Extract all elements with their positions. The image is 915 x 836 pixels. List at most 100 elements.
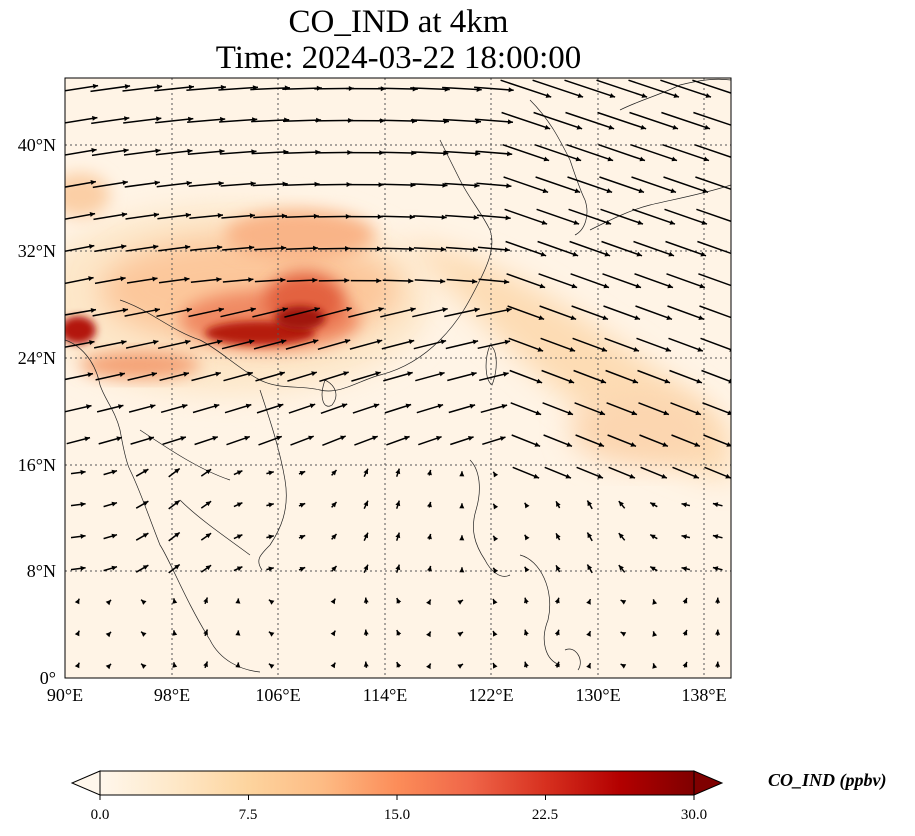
wind-arrow-head: [712, 502, 719, 508]
wind-arrow-shaft: [535, 176, 581, 194]
wind-arrow-head: [203, 597, 208, 604]
wind-arrow-head: [543, 156, 550, 162]
wind-arrow-head: [395, 500, 401, 507]
wind-arrow-head: [89, 212, 96, 217]
wind-arrow-head: [363, 532, 368, 539]
wind-arrow-head: [89, 244, 95, 249]
wind-arrow-head: [715, 597, 721, 603]
wind-arrow-shaft: [635, 305, 673, 321]
wind-arrow-head: [80, 469, 86, 475]
wind-arrow-shaft: [190, 278, 222, 284]
wind-arrow-head: [188, 116, 194, 122]
wind-arrow-shaft: [695, 176, 731, 191]
wind-arrow-head: [604, 251, 611, 257]
wind-arrow-head: [606, 188, 613, 194]
wind-arrow-head: [92, 83, 99, 89]
wind-arrow-head: [80, 533, 86, 539]
wind-arrow-shaft: [475, 150, 513, 155]
wind-arrow-shaft: [382, 279, 414, 282]
wind-arrow-shaft: [564, 79, 616, 98]
wind-arrow-shaft: [124, 308, 161, 317]
wind-arrow-shaft: [697, 240, 731, 255]
wind-arrow-head: [363, 597, 369, 603]
wind-arrow-head: [571, 283, 578, 289]
wind-arrow-head: [244, 435, 250, 441]
wind-arrow-head: [372, 435, 378, 441]
wind-arrow-head: [185, 244, 191, 250]
wind-arrow-shaft: [65, 276, 94, 285]
wind-arrow-head: [247, 371, 253, 377]
wind-arrow-shaft: [606, 402, 638, 416]
wind-arrow-shaft: [127, 372, 158, 381]
wind-arrow-shaft: [607, 434, 637, 447]
lon-tick-98: 98°E: [153, 685, 191, 705]
wind-arrow-shaft: [666, 273, 706, 289]
wind-arrow-shaft: [445, 246, 479, 251]
wind-arrow-head: [545, 93, 552, 98]
wind-arrow-head: [378, 307, 384, 312]
wind-arrow-shaft: [598, 143, 646, 162]
wind-arrow-shaft: [540, 337, 576, 352]
wind-arrow-shaft: [221, 214, 255, 219]
wind-arrow-shaft: [503, 176, 549, 194]
wind-arrow-head: [236, 566, 243, 572]
wind-arrow-shaft: [380, 183, 416, 186]
wind-arrow-head: [427, 533, 432, 540]
wind-arrow-head: [472, 339, 479, 345]
wind-arrow-head: [473, 215, 479, 220]
wind-arrow-shaft: [603, 305, 641, 321]
wind-arrow-head: [586, 599, 591, 605]
wind-arrow-head: [121, 340, 127, 345]
wind-arrow-shaft: [286, 247, 319, 251]
wind-arrow-head: [666, 315, 672, 320]
wind-arrow-shaft: [90, 85, 131, 93]
wind-arrow-head: [141, 631, 147, 637]
wind-arrow-head: [236, 502, 243, 508]
wind-arrow-head: [216, 277, 222, 282]
wind-arrow-head: [122, 180, 128, 186]
wind-arrow-head: [493, 663, 498, 669]
wind-arrow-shaft: [187, 150, 225, 156]
wind-arrow-head: [152, 276, 158, 282]
wind-arrow-head: [732, 252, 738, 257]
wind-arrow-head: [568, 378, 575, 384]
wind-arrow-head: [186, 180, 192, 186]
wind-arrow-head: [343, 371, 349, 376]
wind-arrow-head: [633, 347, 639, 352]
wind-arrow-head: [601, 347, 607, 352]
wind-arrow-head: [156, 84, 163, 90]
wind-arrow-head: [537, 347, 544, 352]
wind-arrow-head: [637, 220, 643, 225]
wind-arrow-shaft: [509, 369, 543, 384]
wind-arrow-head: [634, 315, 640, 320]
wind-arrow-head: [312, 339, 319, 344]
wind-arrow-head: [472, 278, 478, 284]
wind-arrow-head: [597, 473, 603, 479]
wind-arrow-head: [91, 147, 97, 153]
wind-arrow-shaft: [479, 372, 509, 382]
wind-arrow-shaft: [664, 208, 708, 225]
wind-arrow-head: [313, 245, 319, 251]
wind-arrow-head: [620, 600, 627, 605]
wind-arrow-shaft: [477, 246, 510, 251]
wind-arrow-head: [566, 442, 572, 447]
wind-arrow-head: [640, 124, 647, 130]
wind-arrow-head: [427, 565, 432, 572]
wind-arrow-shaft: [223, 371, 253, 382]
wind-arrow-head: [602, 315, 608, 320]
wind-arrow-shaft: [188, 308, 225, 318]
wind-arrow-head: [235, 598, 241, 604]
wind-arrow-shaft: [570, 273, 610, 289]
wind-arrow-head: [587, 500, 593, 507]
wind-arrow-shaft: [95, 372, 126, 381]
wind-arrow-shaft: [574, 402, 606, 416]
wind-arrow-head: [620, 664, 627, 669]
wind-arrow-head: [500, 436, 506, 441]
wind-arrow-shaft: [692, 79, 731, 94]
wind-arrow-shaft: [638, 402, 670, 416]
wind-arrow-head: [493, 631, 498, 637]
wind-arrow-head: [427, 501, 432, 508]
wind-arrow-head: [607, 156, 614, 162]
wind-arrow-head: [174, 468, 180, 474]
wind-arrow-head: [363, 564, 368, 571]
